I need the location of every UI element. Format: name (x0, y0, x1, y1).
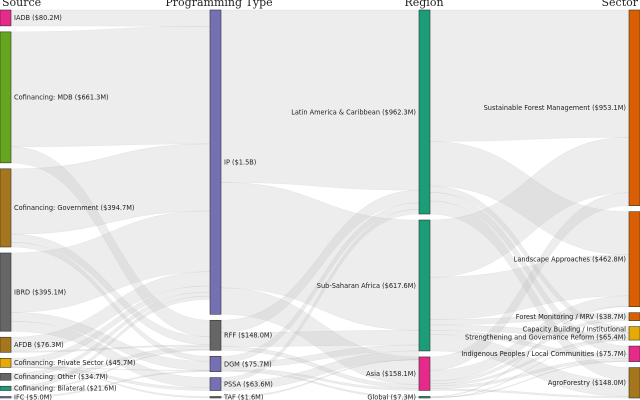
title-programming-type: Programming Type (165, 0, 272, 9)
source-node-label: Cofinancing: Private Sector ($45.7M) (14, 359, 135, 367)
region-node[interactable] (418, 219, 431, 352)
source-node[interactable] (0, 31, 12, 164)
source-node-label: IFC ($5.0M) (14, 394, 52, 400)
sector-node[interactable] (628, 345, 640, 362)
sankey-links (10, 9, 630, 399)
source-node-label: IBRD ($395.1M) (14, 288, 66, 296)
program-node-label: IP ($1.5B) (224, 158, 256, 166)
region-node-label: Global ($7.3M) (367, 394, 416, 400)
sankey-link (429, 339, 630, 399)
source-node[interactable] (0, 336, 12, 353)
source-node[interactable] (0, 396, 12, 399)
source-node[interactable] (0, 358, 12, 368)
sector-node-label: Capacity Building / Institutional Strengt… (465, 326, 626, 342)
sector-node-label: Landscape Approaches ($462.8M) (514, 255, 626, 263)
source-node[interactable] (0, 168, 12, 248)
sector-node[interactable] (628, 326, 640, 341)
source-node[interactable] (0, 385, 12, 391)
sankey-link (10, 26, 211, 147)
source-node[interactable] (0, 9, 12, 27)
program-node[interactable] (209, 355, 222, 372)
region-node-label: Latin America & Caribbean ($962.3M) (291, 108, 416, 116)
program-node[interactable] (209, 377, 222, 391)
source-node-label: Cofinancing: Other ($34.7M) (14, 373, 108, 381)
source-node[interactable] (0, 373, 12, 381)
sector-node[interactable] (628, 367, 640, 399)
sankey-labels: IADB ($80.2M) Cofinancing: MDB ($661.3M) C… (14, 14, 626, 400)
region-node[interactable] (418, 9, 431, 215)
sankey-nodes (0, 9, 640, 399)
sector-node-label: Sustainable Forest Management ($953.1M) (484, 104, 626, 112)
program-node[interactable] (209, 319, 222, 351)
source-node-label: Cofinancing: Government ($394.7M) (14, 204, 134, 212)
region-node[interactable] (418, 356, 431, 391)
region-node-label: Asia ($158.1M) (366, 370, 416, 378)
sector-node[interactable] (628, 9, 640, 206)
title-sector: Sector (601, 0, 638, 9)
source-node-label: Cofinancing: Bilateral ($21.6M) (14, 385, 117, 393)
sector-node-label: AgroForestry ($148.0M) (548, 379, 626, 387)
source-node[interactable] (0, 252, 12, 332)
region-node-label: Sub-Saharan Africa ($617.6M) (317, 282, 416, 290)
sector-node[interactable] (628, 211, 640, 307)
source-node-label: IADB ($80.2M) (14, 14, 62, 22)
sector-node-label: Indigenous Peoples / Local Communities (… (461, 350, 626, 358)
source-node-label: Cofinancing: MDB ($661.3M) (14, 94, 109, 102)
region-node[interactable] (418, 396, 431, 399)
program-node-label: PSSA ($63.6M) (224, 380, 273, 388)
sankey-link (429, 9, 630, 142)
program-node[interactable] (209, 9, 222, 315)
program-node-label: RFF ($148.0M) (224, 332, 272, 340)
program-node-label: DGM ($75.7M) (224, 360, 272, 368)
program-node-label: TAF ($1.6M) (223, 394, 263, 400)
program-node[interactable] (209, 396, 222, 399)
title-region: Region (404, 0, 443, 9)
source-node-label: AFDB ($76.3M) (14, 341, 64, 349)
column-titles: Source Programming Type Region Sector (2, 0, 639, 9)
sector-node-label: Forest Monitoring / MRV ($38.7M) (516, 313, 626, 321)
sector-node[interactable] (628, 312, 640, 321)
title-source: Source (2, 0, 41, 9)
